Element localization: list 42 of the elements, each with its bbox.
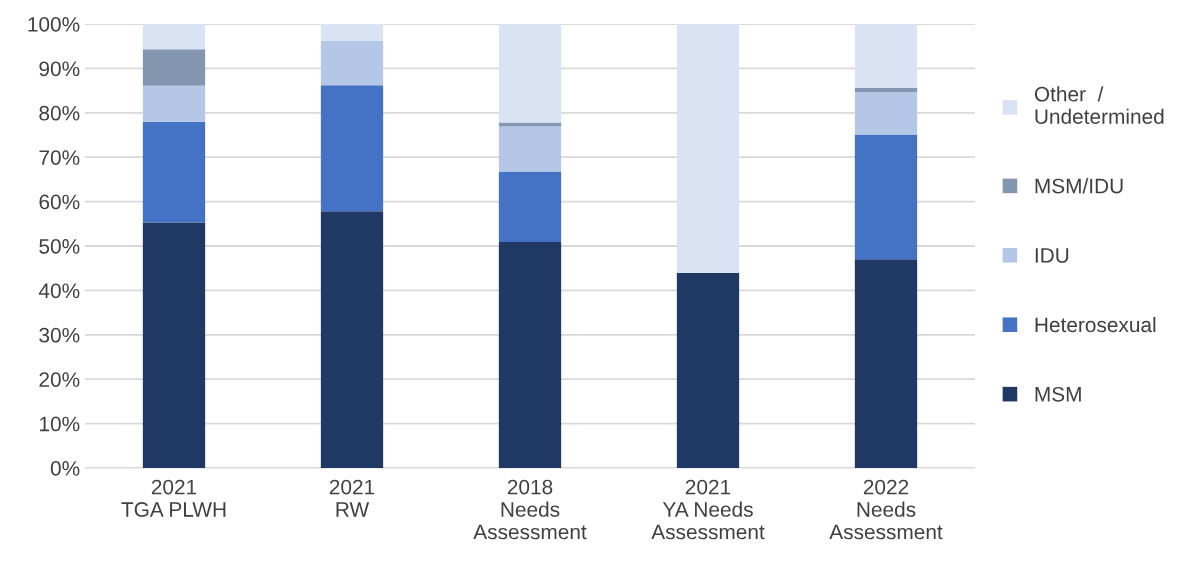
bar [142,49,206,86]
bar [142,222,206,468]
legend-label: MSM [1035,386,1081,402]
bar [320,85,384,212]
bar [854,259,918,468]
x-tick-label: 2018 Needs Assessment [473,479,587,540]
bar [676,273,740,468]
y-tick-label: 60% [39,194,80,210]
y-tick-label: 10% [40,416,80,432]
bar [142,24,206,50]
bar [854,24,918,88]
bar [142,121,206,223]
bar [498,126,562,172]
bar [320,40,384,86]
bar [142,85,206,122]
bar [320,24,384,41]
y-tick-label: 20% [39,372,80,387]
legend-label: IDU [1035,248,1069,263]
x-tick-label: 2021 RW [329,479,375,517]
bar [676,24,740,274]
bar [498,242,562,468]
bar [854,134,918,260]
x-tick-label: 2021 TGA PLWH [121,479,226,517]
legend-label: Heterosexual [1035,316,1156,333]
y-tick-label: 0% [50,461,80,476]
bar [498,171,562,242]
y-tick-label: 40% [38,283,80,299]
bar [854,91,918,135]
bar [854,87,918,92]
y-tick-label: 30% [39,327,80,343]
y-tick-label: 100% [28,17,80,32]
legend-label: Other / Undetermined [1034,86,1164,124]
legend-label: MSM/IDU [1035,178,1123,194]
y-tick-label: 70% [39,150,80,165]
bar [320,211,384,468]
y-tick-label: 80% [39,105,80,121]
y-tick-label: 50% [39,239,80,254]
bar [498,122,562,127]
x-tick-label: 2022 Needs Assessment [829,479,943,540]
bar [498,24,562,123]
y-tick-label: 90% [39,61,80,77]
x-tick-label: 2021 YA Needs Assessment [651,479,765,540]
